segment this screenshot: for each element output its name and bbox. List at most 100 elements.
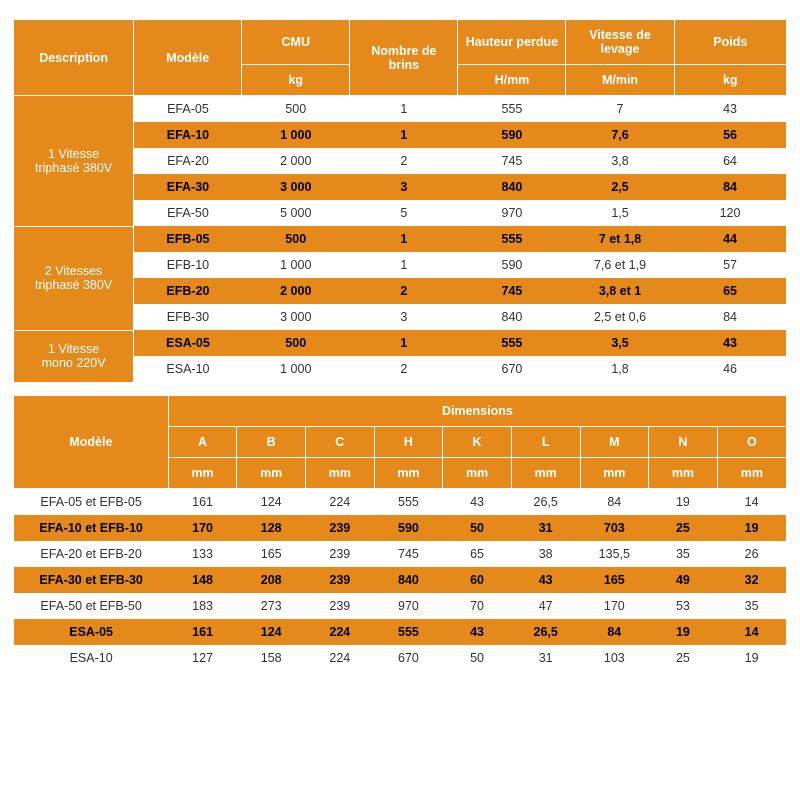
cell: 38: [511, 541, 580, 567]
col-header: Vitesse de levage: [566, 20, 674, 65]
table-row: EFA-50 et EFB-5018327323997070471705335: [14, 593, 786, 619]
cell: EFB-10: [134, 252, 242, 278]
cell: 19: [717, 515, 786, 541]
col-header: Description: [14, 20, 134, 96]
table-row: EFA-10 et EFB-1017012823959050317032519: [14, 515, 786, 541]
cell: 53: [649, 593, 718, 619]
cell: 120: [674, 200, 786, 226]
cell: 183: [168, 593, 237, 619]
cell: 84: [674, 174, 786, 200]
cell: 103: [580, 645, 649, 671]
cell: 161: [168, 619, 237, 645]
cell: 1: [350, 96, 458, 123]
table-row: ESA-1012715822467050311032519: [14, 645, 786, 671]
cell: 840: [374, 567, 443, 593]
cell: 26: [717, 541, 786, 567]
cell: 46: [674, 356, 786, 382]
cell: 50: [443, 515, 512, 541]
cell: 7: [566, 96, 674, 123]
cell: 1 000: [242, 356, 350, 382]
cell: 124: [237, 619, 306, 645]
cell: EFB-05: [134, 226, 242, 252]
cell: 2,5: [566, 174, 674, 200]
col-header: mm: [511, 458, 580, 489]
cell: 44: [674, 226, 786, 252]
cell: 590: [458, 252, 566, 278]
cell: 43: [511, 567, 580, 593]
cell: EFA-20: [134, 148, 242, 174]
cell: 239: [306, 515, 375, 541]
cell: 148: [168, 567, 237, 593]
cell: 840: [458, 174, 566, 200]
cell: 14: [717, 489, 786, 516]
cell: 1: [350, 122, 458, 148]
cell: 3 000: [242, 174, 350, 200]
col-header: H: [374, 427, 443, 458]
cell: 127: [168, 645, 237, 671]
cell: EFA-05: [134, 96, 242, 123]
cell: 500: [242, 96, 350, 123]
cell: 1,8: [566, 356, 674, 382]
col-header: Nombre de brins: [350, 20, 458, 96]
cell: 84: [674, 304, 786, 330]
cell: 70: [443, 593, 512, 619]
cell: 133: [168, 541, 237, 567]
cell: 239: [306, 567, 375, 593]
cell: 1 000: [242, 122, 350, 148]
cell: 670: [374, 645, 443, 671]
cell: 2,5 et 0,6: [566, 304, 674, 330]
cell: 84: [580, 489, 649, 516]
cell: 2 000: [242, 278, 350, 304]
cell: 14: [717, 619, 786, 645]
cell: 19: [649, 619, 718, 645]
cell: 3: [350, 304, 458, 330]
col-header: mm: [168, 458, 237, 489]
col-header: M/min: [566, 65, 674, 96]
cell: 170: [168, 515, 237, 541]
cell: 1: [350, 252, 458, 278]
col-header: mm: [580, 458, 649, 489]
cell: 43: [674, 96, 786, 123]
cell: 124: [237, 489, 306, 516]
col-header: Modèle: [134, 20, 242, 96]
col-header: kg: [242, 65, 350, 96]
model-cell: EFA-30 et EFB-30: [14, 567, 168, 593]
table-row: 1 Vitesse triphasé 380VEFA-055001555743: [14, 96, 786, 123]
col-header: mm: [443, 458, 512, 489]
table-row: EFA-20 et EFB-201331652397456538135,5352…: [14, 541, 786, 567]
cell: 840: [458, 304, 566, 330]
cell: 745: [458, 278, 566, 304]
cell: 19: [717, 645, 786, 671]
table-row: ESA-051611242245554326,5841914: [14, 619, 786, 645]
cell: 43: [674, 330, 786, 356]
cell: 19: [649, 489, 718, 516]
cell: 500: [242, 226, 350, 252]
cell: 2: [350, 148, 458, 174]
cell: 43: [443, 619, 512, 645]
cell: 239: [306, 593, 375, 619]
cell: 273: [237, 593, 306, 619]
group-label: 2 Vitesses triphasé 380V: [14, 226, 134, 330]
cell: 64: [674, 148, 786, 174]
cell: 555: [458, 96, 566, 123]
table-row: EFA-05 et EFB-051611242245554326,5841914: [14, 489, 786, 516]
cell: 25: [649, 515, 718, 541]
cell: 590: [458, 122, 566, 148]
cell: EFA-50: [134, 200, 242, 226]
cell: 1: [350, 330, 458, 356]
col-header: CMU: [242, 20, 350, 65]
cell: 60: [443, 567, 512, 593]
model-cell: EFA-05 et EFB-05: [14, 489, 168, 516]
col-header: mm: [237, 458, 306, 489]
cell: 208: [237, 567, 306, 593]
cell: 555: [374, 489, 443, 516]
cell: 224: [306, 645, 375, 671]
cell: 65: [443, 541, 512, 567]
col-header: mm: [649, 458, 718, 489]
cell: 135,5: [580, 541, 649, 567]
group-label: 1 Vitesse mono 220V: [14, 330, 134, 382]
cell: ESA-10: [134, 356, 242, 382]
cell: EFB-30: [134, 304, 242, 330]
col-header: O: [717, 427, 786, 458]
cell: 26,5: [511, 619, 580, 645]
